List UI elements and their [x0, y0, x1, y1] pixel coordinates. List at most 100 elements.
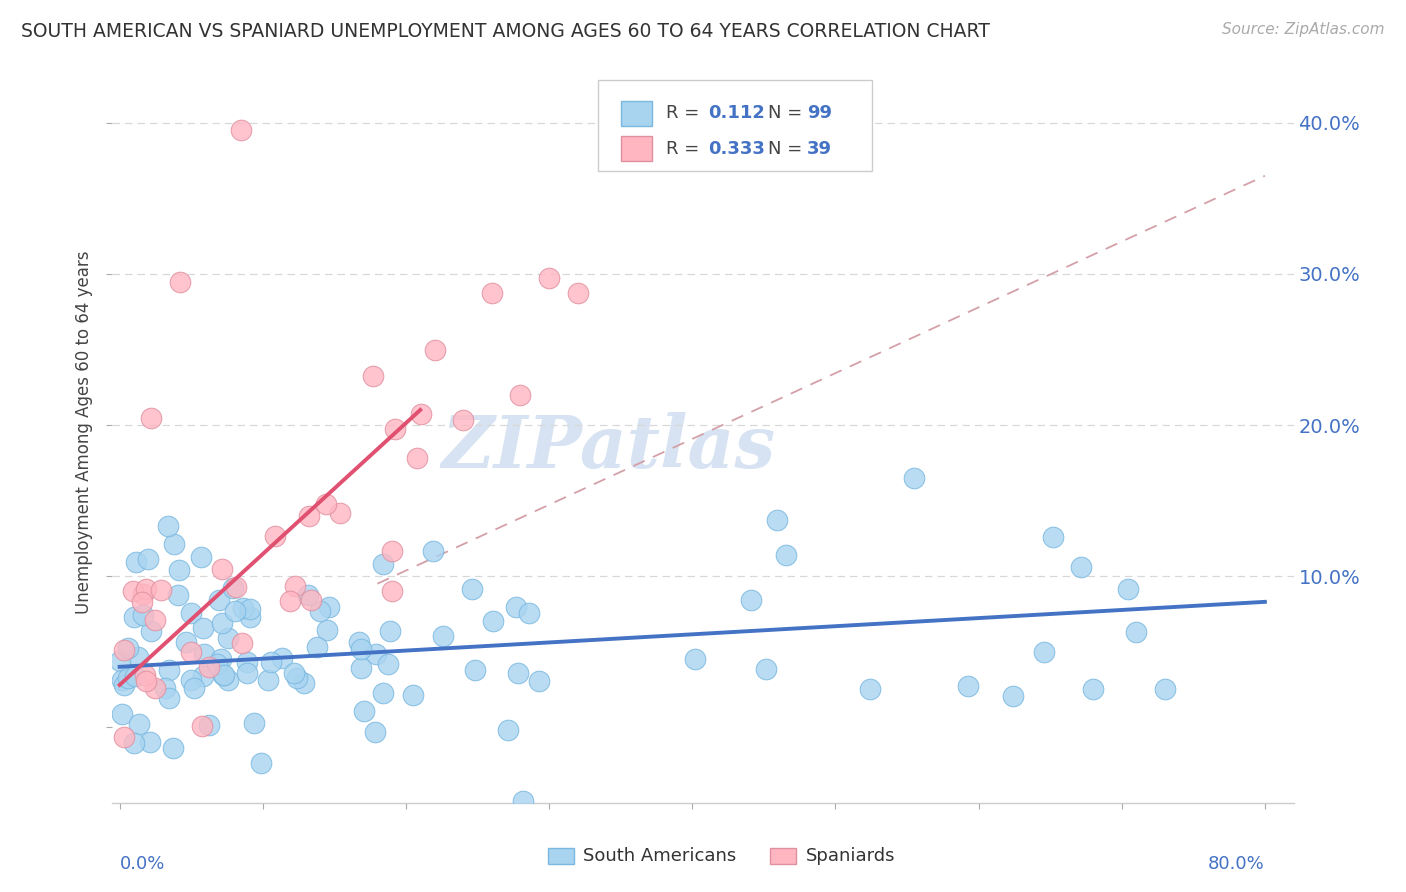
Point [766, 513, 789, 527]
Point [451, 413, 474, 427]
Point [283, 666, 305, 681]
Point [122, 736, 145, 750]
Point [1153, 682, 1175, 697]
Point [127, 650, 149, 665]
Text: 0.333: 0.333 [709, 140, 765, 158]
Text: N =: N = [768, 140, 807, 158]
Point [243, 716, 266, 731]
Point [957, 679, 980, 693]
Point [208, 592, 231, 607]
Point [740, 593, 762, 607]
Point [162, 740, 184, 755]
Point [903, 471, 925, 485]
Point [527, 674, 550, 689]
Point [180, 673, 202, 688]
Y-axis label: Unemployment Among Ages 60 to 64 years: Unemployment Among Ages 60 to 64 years [75, 251, 93, 615]
Point [191, 621, 214, 635]
Point [174, 635, 197, 649]
Point [167, 588, 190, 602]
Point [143, 613, 166, 627]
Point [139, 410, 162, 425]
Point [205, 657, 228, 671]
Point [422, 543, 444, 558]
Point [191, 668, 214, 682]
Point [263, 529, 285, 543]
Point [217, 673, 239, 687]
Point [859, 681, 882, 696]
Point [481, 615, 503, 629]
Point [329, 506, 352, 520]
Point [157, 664, 180, 678]
Point [197, 718, 219, 732]
Point [211, 668, 233, 682]
Point [124, 669, 146, 683]
Point [409, 407, 432, 421]
Point [350, 642, 373, 657]
Point [124, 555, 146, 569]
Text: 0.112: 0.112 [709, 104, 765, 122]
Text: South Americans: South Americans [583, 847, 737, 865]
Point [225, 580, 247, 594]
Point [169, 563, 191, 577]
Point [217, 632, 239, 646]
Point [350, 660, 373, 674]
Point [347, 634, 370, 648]
Text: 0.0%: 0.0% [120, 855, 165, 872]
Point [381, 584, 404, 599]
Point [250, 756, 273, 771]
Point [381, 543, 404, 558]
Point [567, 285, 589, 300]
Point [380, 624, 402, 638]
Point [318, 600, 340, 615]
Text: SOUTH AMERICAN VS SPANIARD UNEMPLOYMENT AMONG AGES 60 TO 64 YEARS CORRELATION CH: SOUTH AMERICAN VS SPANIARD UNEMPLOYMENT … [21, 22, 990, 41]
Text: 39: 39 [807, 140, 832, 158]
Point [1002, 689, 1025, 703]
Point [377, 657, 399, 672]
Text: N =: N = [768, 104, 807, 122]
Text: Source: ZipAtlas.com: Source: ZipAtlas.com [1222, 22, 1385, 37]
Point [1042, 530, 1064, 544]
Point [461, 582, 484, 596]
Point [190, 550, 212, 565]
Point [316, 623, 339, 637]
Point [1070, 560, 1092, 574]
Point [231, 123, 253, 137]
Point [509, 388, 531, 402]
Point [775, 549, 797, 563]
Point [361, 368, 384, 383]
Point [260, 655, 283, 669]
Point [117, 671, 139, 685]
Point [191, 718, 214, 732]
Point [278, 594, 301, 608]
Point [1081, 682, 1104, 697]
Point [364, 725, 387, 739]
Point [180, 606, 202, 620]
Point [505, 600, 527, 615]
Point [132, 607, 155, 622]
Point [128, 717, 150, 731]
Point [111, 673, 134, 687]
Point [297, 588, 319, 602]
Point [134, 668, 156, 682]
Point [364, 648, 387, 662]
Point [183, 681, 205, 695]
Point [122, 583, 145, 598]
Point [231, 636, 253, 650]
Point [285, 671, 308, 685]
Point [143, 681, 166, 695]
Point [423, 343, 446, 357]
Point [299, 593, 322, 607]
Point [538, 271, 561, 285]
Point [371, 557, 394, 571]
Point [212, 668, 235, 682]
Point [405, 450, 427, 465]
Point [232, 600, 254, 615]
Point [270, 651, 292, 665]
Point [292, 675, 315, 690]
Text: 80.0%: 80.0% [1208, 855, 1265, 872]
Point [180, 645, 202, 659]
Point [402, 688, 425, 702]
Point [239, 610, 262, 624]
Point [112, 730, 135, 744]
Point [112, 678, 135, 692]
